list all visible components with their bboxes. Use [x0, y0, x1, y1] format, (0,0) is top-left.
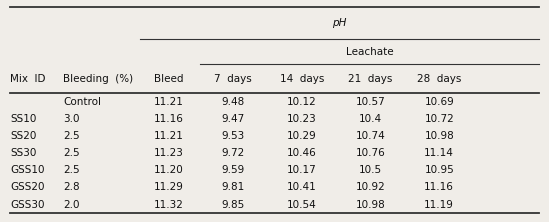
Text: 10.5: 10.5: [359, 165, 382, 175]
Text: 10.23: 10.23: [287, 114, 317, 124]
Text: 11.19: 11.19: [424, 200, 454, 210]
Text: 9.72: 9.72: [222, 148, 245, 158]
Text: 10.29: 10.29: [287, 131, 317, 141]
Text: Bleed: Bleed: [154, 74, 184, 84]
Text: 10.41: 10.41: [287, 182, 317, 192]
Text: Bleeding  (%): Bleeding (%): [63, 74, 133, 84]
Text: 11.21: 11.21: [154, 97, 184, 107]
Text: 10.98: 10.98: [356, 200, 385, 210]
Text: 9.81: 9.81: [222, 182, 245, 192]
Text: GSS10: GSS10: [10, 165, 44, 175]
Text: 10.12: 10.12: [287, 97, 317, 107]
Text: 11.20: 11.20: [154, 165, 184, 175]
Text: 2.0: 2.0: [63, 200, 80, 210]
Text: 9.47: 9.47: [222, 114, 245, 124]
Text: 11.29: 11.29: [154, 182, 184, 192]
Text: 3.0: 3.0: [63, 114, 80, 124]
Text: 10.17: 10.17: [287, 165, 317, 175]
Text: 21  days: 21 days: [349, 74, 393, 84]
Text: 10.76: 10.76: [356, 148, 385, 158]
Text: 9.59: 9.59: [222, 165, 245, 175]
Text: GSS30: GSS30: [10, 200, 44, 210]
Text: SS20: SS20: [10, 131, 36, 141]
Text: 11.21: 11.21: [154, 131, 184, 141]
Text: 11.16: 11.16: [424, 182, 454, 192]
Text: 9.85: 9.85: [222, 200, 245, 210]
Text: 7  days: 7 days: [215, 74, 252, 84]
Text: Control: Control: [63, 97, 101, 107]
Text: 10.46: 10.46: [287, 148, 317, 158]
Text: 10.98: 10.98: [424, 131, 454, 141]
Text: 10.72: 10.72: [424, 114, 454, 124]
Text: GSS20: GSS20: [10, 182, 44, 192]
Text: SS30: SS30: [10, 148, 36, 158]
Text: 10.74: 10.74: [356, 131, 385, 141]
Text: 9.53: 9.53: [222, 131, 245, 141]
Text: 10.4: 10.4: [359, 114, 382, 124]
Text: 10.92: 10.92: [356, 182, 385, 192]
Text: 11.23: 11.23: [154, 148, 184, 158]
Text: Leachate: Leachate: [346, 47, 394, 57]
Text: 2.5: 2.5: [63, 131, 80, 141]
Text: 10.54: 10.54: [287, 200, 317, 210]
Text: 11.32: 11.32: [154, 200, 184, 210]
Text: SS10: SS10: [10, 114, 36, 124]
Text: 9.48: 9.48: [222, 97, 245, 107]
Text: 28  days: 28 days: [417, 74, 461, 84]
Text: 2.5: 2.5: [63, 165, 80, 175]
Text: 2.5: 2.5: [63, 148, 80, 158]
Text: 11.16: 11.16: [154, 114, 184, 124]
Text: 10.57: 10.57: [356, 97, 385, 107]
Text: 2.8: 2.8: [63, 182, 80, 192]
Text: pH: pH: [332, 18, 347, 28]
Text: 14  days: 14 days: [280, 74, 324, 84]
Text: 10.69: 10.69: [424, 97, 454, 107]
Text: 11.14: 11.14: [424, 148, 454, 158]
Text: 10.95: 10.95: [424, 165, 454, 175]
Text: Mix  ID: Mix ID: [10, 74, 46, 84]
